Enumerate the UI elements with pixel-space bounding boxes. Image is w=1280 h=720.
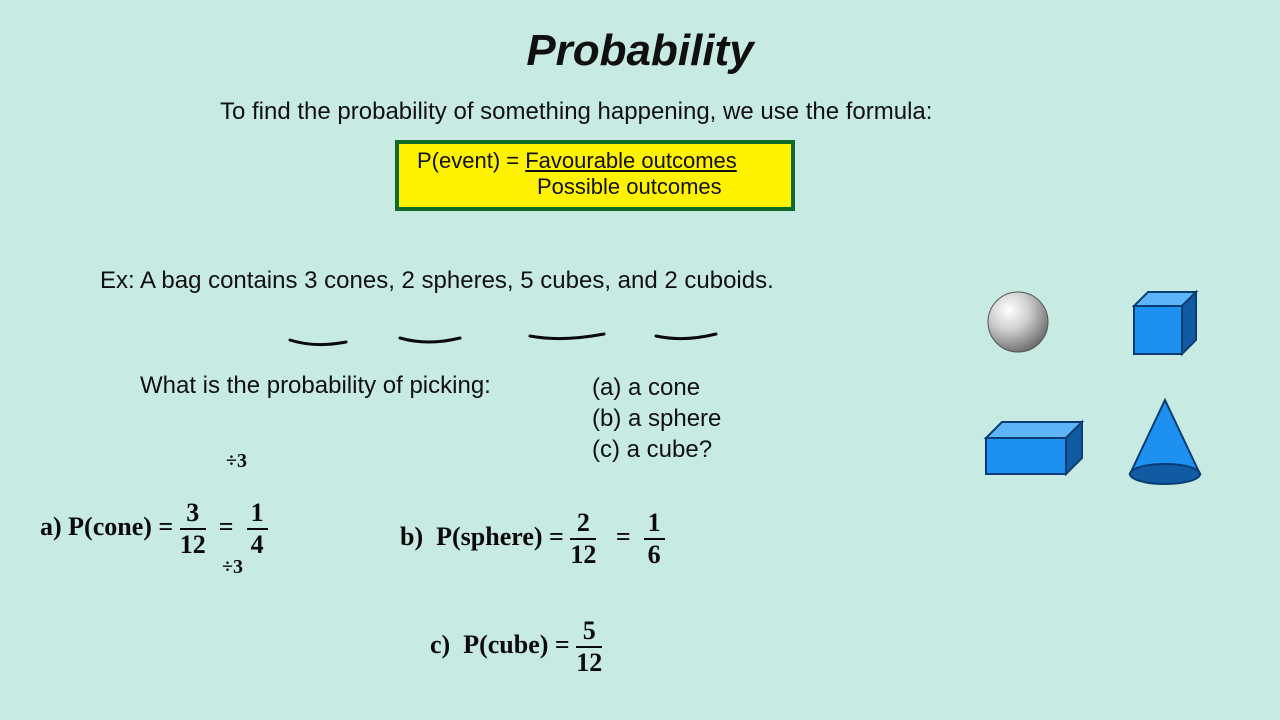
answer-c: c) P(cube) = 512 bbox=[430, 618, 602, 676]
answer-a-label: a) bbox=[40, 512, 62, 541]
answer-b-raw-n: 2 bbox=[570, 510, 596, 540]
answer-a-raw-n: 3 bbox=[180, 500, 206, 530]
formula-denominator: Possible outcomes bbox=[537, 174, 722, 200]
cube-icon bbox=[1134, 292, 1196, 354]
formula-numerator: Favourable outcomes bbox=[525, 148, 737, 173]
answer-a-simp-n: 1 bbox=[247, 500, 268, 530]
page-title: Probability bbox=[40, 26, 1240, 76]
answer-b-raw-d: 12 bbox=[570, 540, 596, 568]
answer-a: a) P(cone) = 312 = 14 bbox=[40, 500, 268, 558]
slide: Probability To find the probability of s… bbox=[0, 0, 1280, 720]
intro-text: To find the probability of something hap… bbox=[220, 98, 1240, 126]
quantity-underlines bbox=[60, 326, 880, 356]
answer-b-simp-d: 6 bbox=[644, 540, 665, 568]
answer-b-label: b) bbox=[400, 522, 423, 551]
answer-c-raw-n: 5 bbox=[576, 618, 602, 648]
answer-a-raw-d: 12 bbox=[180, 530, 206, 558]
answer-c-expr: P(cube) = bbox=[463, 630, 576, 659]
cone-icon bbox=[1130, 400, 1200, 484]
answer-a-expr: P(cone) = bbox=[68, 512, 180, 541]
answer-b-expr: P(sphere) = bbox=[436, 522, 570, 551]
divide-annotation-bottom: ÷3 bbox=[222, 556, 243, 579]
answer-a-simp-d: 4 bbox=[247, 530, 268, 558]
answer-b: b) P(sphere) = 212 = 16 bbox=[400, 510, 665, 568]
option-b: (b) a sphere bbox=[592, 403, 721, 434]
formula-lhs: P(event) = bbox=[417, 148, 525, 173]
shapes-legend bbox=[970, 282, 1230, 492]
divide-annotation-top: ÷3 bbox=[226, 450, 247, 473]
answer-c-raw-d: 12 bbox=[576, 648, 602, 676]
answer-b-simp-n: 1 bbox=[644, 510, 665, 540]
cuboid-icon bbox=[986, 422, 1082, 474]
option-a: (a) a cone bbox=[592, 372, 721, 403]
pick-prompt: What is the probability of picking: bbox=[140, 372, 491, 400]
formula-box: P(event) = Favourable outcomes Possible … bbox=[395, 140, 795, 211]
options: (a) a cone (b) a sphere (c) a cube? bbox=[592, 372, 721, 466]
option-c: (c) a cube? bbox=[592, 434, 721, 465]
sphere-icon bbox=[988, 292, 1048, 352]
answer-c-label: c) bbox=[430, 630, 450, 659]
